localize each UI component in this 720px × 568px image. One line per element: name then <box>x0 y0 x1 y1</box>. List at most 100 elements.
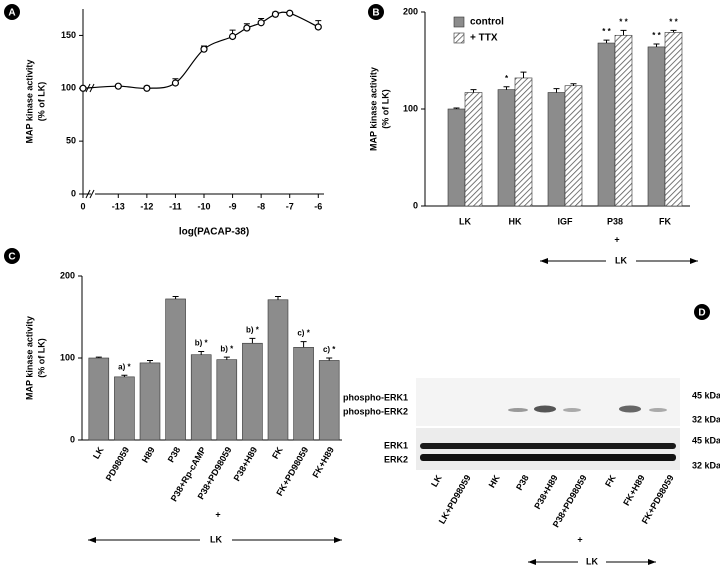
bar <box>464 92 483 207</box>
annotation: b) * <box>195 339 209 348</box>
lane-label: LK+PD98059 <box>437 473 473 525</box>
y-tick-label: 0 <box>71 188 76 198</box>
data-point <box>171 79 180 87</box>
panel-badge <box>694 304 710 320</box>
x-tick-label: IGF <box>558 216 574 226</box>
band-label: ERK1 <box>384 440 408 450</box>
annotation: a) * <box>118 362 131 371</box>
data-point <box>143 84 151 92</box>
lane-label: FK <box>603 473 618 489</box>
x-tick-label: FK <box>659 216 671 226</box>
error-bar <box>503 86 510 90</box>
plus-label: + <box>577 534 582 544</box>
x-tick-label: -8 <box>257 201 265 211</box>
bar <box>114 376 135 441</box>
x-tick-label: HK <box>509 216 522 226</box>
marker-label: 45 kDa <box>692 390 720 400</box>
error-bar <box>653 43 660 47</box>
error-bar <box>670 29 677 33</box>
x-tick-label: LK <box>459 216 471 226</box>
data-point <box>257 19 265 27</box>
data-point <box>314 23 322 31</box>
x-tick-label: H89 <box>140 445 157 464</box>
panel-letter: A <box>8 8 15 19</box>
y-tick-label: 100 <box>61 83 76 93</box>
annotation: * * <box>602 27 611 36</box>
bar <box>497 89 516 207</box>
data-point <box>286 9 294 17</box>
panel-badge <box>368 4 384 20</box>
lane-label: FK+H89 <box>621 473 647 507</box>
axis-break <box>85 83 95 199</box>
x-axis-label: log(PACAP-38) <box>179 227 249 238</box>
annotation: c) * <box>323 345 336 354</box>
y-axis-label: (% of LK) <box>380 89 390 129</box>
data-point <box>243 24 251 32</box>
legend-swatch <box>453 32 465 44</box>
bar <box>88 357 110 441</box>
y-tick-label: 200 <box>403 6 418 16</box>
bar <box>447 108 466 207</box>
data-point <box>271 10 280 18</box>
error-bar <box>453 107 460 109</box>
data-point <box>228 32 237 41</box>
annotation: c) * <box>297 329 310 338</box>
bar <box>614 34 633 207</box>
y-tick-label: 0 <box>413 200 418 210</box>
bar <box>564 85 583 207</box>
error-bar <box>275 296 281 300</box>
panel-letter: B <box>372 8 379 19</box>
lane-label: P38 <box>514 473 531 492</box>
band-label: ERK2 <box>384 454 408 464</box>
y-axis-label: MAP kinase activity <box>24 316 34 400</box>
error-bar <box>249 337 256 344</box>
x-tick-label: -7 <box>286 201 294 211</box>
bar <box>597 42 616 207</box>
error-bar <box>172 296 179 299</box>
band-label: phospho-ERK2 <box>343 406 408 416</box>
error-bar <box>300 341 307 348</box>
x-tick-label: 0 <box>80 201 85 211</box>
bar <box>267 299 289 441</box>
y-tick-label: 0 <box>70 434 75 444</box>
panel-letter: C <box>8 252 15 263</box>
lane-label: FK+PD98059 <box>640 473 676 525</box>
x-tick-label: -10 <box>197 201 210 211</box>
error-bar <box>326 357 333 361</box>
annotation: b) * <box>220 344 234 353</box>
plus-label: + <box>614 234 619 244</box>
annotation: b) * <box>246 325 260 334</box>
x-tick-label: -9 <box>229 201 237 211</box>
annotation: * * <box>652 31 661 40</box>
bar <box>318 360 340 441</box>
lane-label: HK <box>487 473 502 490</box>
x-tick-label: P38 <box>166 445 183 464</box>
group-label: LK <box>615 255 627 265</box>
x-tick-label: LK <box>91 445 106 461</box>
blot-image <box>416 378 680 470</box>
x-tick-label: -6 <box>314 201 322 211</box>
x-tick-label: P38 <box>607 216 623 226</box>
error-bar <box>553 88 560 93</box>
lane-label: LK <box>429 473 444 489</box>
error-bar <box>147 359 153 363</box>
bar <box>216 359 238 441</box>
data-point <box>79 84 87 92</box>
group-label: LK <box>586 556 598 566</box>
y-axis-label: MAP kinase activity <box>368 67 378 151</box>
y-axis-label: MAP kinase activity <box>24 60 34 144</box>
error-bar <box>603 39 610 44</box>
y-axis-label: (% of LK) <box>36 338 46 378</box>
legend-swatch <box>453 16 465 28</box>
panel-badge <box>4 248 20 264</box>
annotation: * * <box>619 18 628 27</box>
y-tick-label: 100 <box>403 103 418 113</box>
y-tick-label: 200 <box>60 270 75 280</box>
y-tick-label: 100 <box>60 352 75 362</box>
lane-label: P38+H89 <box>532 473 560 511</box>
x-tick-label: -13 <box>112 201 125 211</box>
panel-badge <box>4 4 20 20</box>
bar <box>139 362 161 441</box>
